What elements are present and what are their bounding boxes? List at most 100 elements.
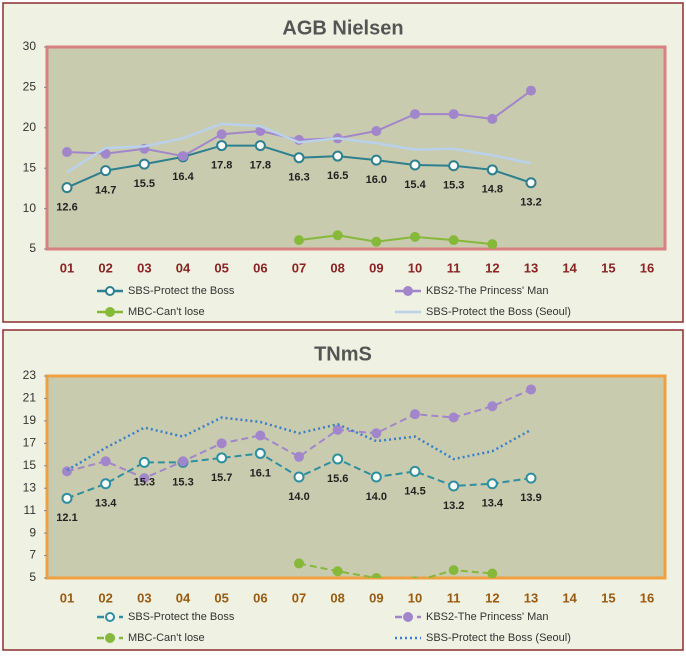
y-tick-label: 5: [29, 241, 36, 255]
data-point: [62, 466, 72, 477]
data-point: [410, 231, 420, 242]
data-label: 16.1: [250, 467, 271, 479]
series-line: [298, 234, 493, 246]
x-tick-label: 06: [253, 260, 267, 275]
data-label: 15.3: [134, 476, 155, 488]
data-point: [486, 478, 498, 490]
data-point: [332, 150, 344, 162]
series-layer: [61, 384, 537, 578]
plot-area: [45, 374, 667, 580]
data-point: [487, 568, 498, 578]
data-label: 13.4: [95, 498, 117, 510]
x-tick-label: 02: [98, 590, 112, 605]
legend-marker: [105, 286, 115, 296]
data-point: [371, 428, 382, 439]
chart-panel: TNmS 5 7 9 11 13 15 17 19 21 23 01 02 03 04 05 06 07 08 09 1…: [2, 329, 684, 651]
chart-title: TNmS: [314, 343, 372, 365]
x-tick-label: 16: [640, 590, 654, 605]
data-label: 13.4: [482, 498, 504, 510]
legend-marker: [403, 286, 413, 296]
x-tick-label: 10: [408, 590, 422, 605]
data-point: [410, 409, 420, 420]
data-point: [448, 109, 459, 120]
data-point: [409, 465, 421, 477]
data-point: [139, 473, 150, 484]
y-tick-label: 19: [23, 413, 37, 427]
legend-marker: [105, 307, 115, 317]
x-tick-label: 04: [176, 260, 191, 275]
data-point: [332, 453, 344, 465]
y-tick-label: 15: [23, 160, 37, 174]
x-tick-label: 05: [214, 590, 228, 605]
x-tick-label: 14: [562, 590, 577, 605]
x-tick-label: 14: [562, 260, 577, 275]
x-tick-label: 13: [524, 260, 538, 275]
data-label: 15.3: [172, 476, 193, 488]
y-tick-label: 15: [23, 458, 37, 472]
x-tick-label: 13: [524, 590, 538, 605]
x-tick-label: 10: [408, 260, 422, 275]
data-point: [448, 412, 459, 423]
data-point: [409, 159, 421, 171]
data-label: 12.6: [56, 201, 77, 213]
data-point: [487, 113, 498, 124]
x-tick-label: 11: [447, 590, 461, 605]
legend-label: MBC-Can't lose: [128, 306, 205, 318]
x-tick-label: 11: [447, 260, 461, 275]
y-tick-label: 30: [23, 39, 37, 53]
data-point: [62, 147, 72, 158]
x-tick-label: 08: [330, 590, 344, 605]
data-label: 16.0: [366, 174, 387, 186]
data-point: [448, 160, 460, 172]
data-point: [178, 151, 188, 162]
data-point: [254, 140, 266, 152]
y-tick-label: 20: [23, 120, 37, 134]
legend-label: MBC-Can't lose: [128, 632, 205, 644]
legend-label: KBS2-The Princess' Man: [426, 611, 549, 623]
data-point: [61, 492, 73, 504]
data-point: [216, 438, 227, 449]
data-point: [411, 576, 419, 578]
data-point: [100, 478, 112, 490]
y-tick-label: 7: [29, 548, 36, 562]
data-label: 15.6: [327, 473, 348, 485]
y-tick-label: 13: [23, 480, 37, 494]
x-tick-label: 03: [137, 590, 151, 605]
data-point: [294, 451, 304, 462]
data-point: [526, 85, 536, 96]
data-point: [487, 401, 498, 412]
legend-label: SBS-Protect the Boss (Seoul): [426, 632, 571, 644]
data-point: [371, 126, 382, 137]
data-point: [525, 472, 537, 484]
legend-marker: [403, 612, 413, 622]
series-line: [66, 122, 532, 174]
x-tick-label: 08: [330, 260, 344, 275]
data-point: [294, 558, 304, 569]
data-label: 15.5: [134, 178, 155, 190]
data-label: 16.3: [288, 172, 309, 184]
data-point: [486, 164, 498, 176]
x-tick-label: 07: [292, 260, 306, 275]
legend-label: SBS-Protect the Boss: [128, 611, 235, 623]
x-tick-label: 02: [98, 260, 112, 275]
data-point: [100, 148, 111, 159]
data-label: 13.2: [520, 197, 541, 209]
x-tick-label: 01: [60, 260, 74, 275]
legend-label: KBS2-The Princess' Man: [426, 285, 549, 297]
data-label: 15.4: [404, 179, 426, 191]
data-label: 15.7: [211, 472, 232, 484]
data-label: 13.9: [520, 492, 541, 504]
data-point: [138, 456, 150, 468]
data-point: [448, 480, 460, 492]
y-tick-label: 11: [24, 503, 37, 517]
data-label: 14.0: [288, 491, 309, 503]
data-point: [487, 239, 498, 249]
data-label: 14.7: [95, 185, 116, 197]
data-point: [370, 471, 382, 483]
data-point: [410, 109, 420, 120]
x-tick-label: 12: [485, 260, 499, 275]
legend-marker: [105, 612, 115, 622]
data-point: [448, 235, 459, 246]
data-point: [178, 456, 188, 467]
